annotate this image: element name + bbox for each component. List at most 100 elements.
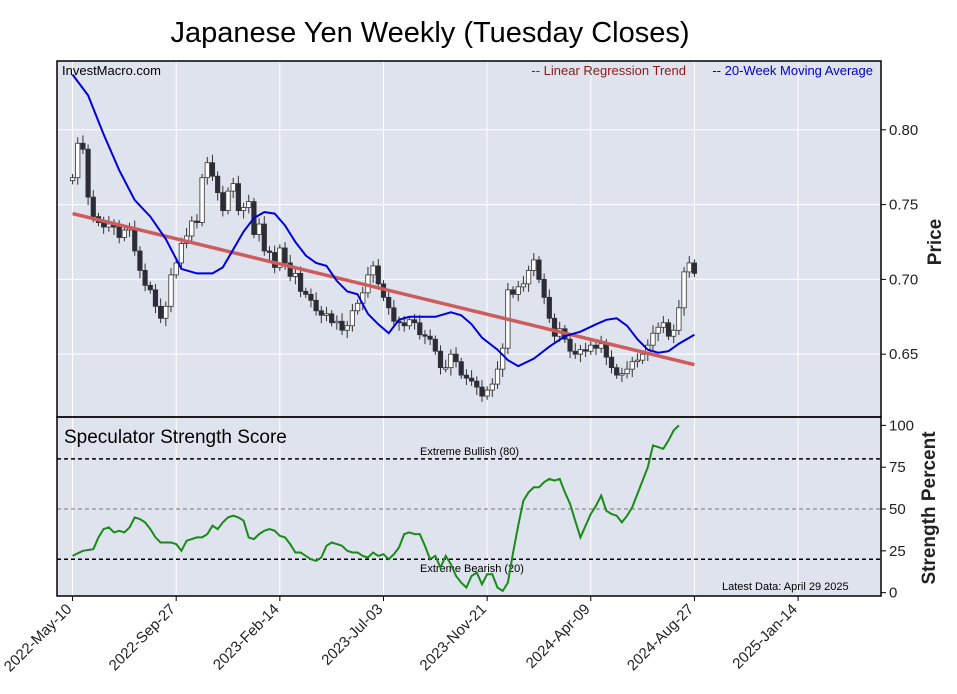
candle-body: [598, 343, 604, 349]
candle-body: [158, 305, 164, 319]
candle-body: [90, 196, 96, 217]
candle-body: [681, 271, 687, 309]
candle-body: [272, 252, 278, 268]
candle-body: [168, 274, 174, 307]
candle-body: [220, 192, 226, 211]
strength-tick-label: 0: [889, 585, 897, 602]
candle-body: [246, 201, 252, 208]
x-tick-label: 2022-May-10: [1, 601, 76, 676]
reference-line-label: Extreme Bearish (20): [420, 563, 524, 575]
candle-body: [116, 226, 122, 238]
candle-body: [318, 310, 324, 316]
price-tick-label: 0.80: [889, 122, 918, 139]
candle-body: [266, 250, 273, 253]
candle-body: [614, 367, 620, 376]
candle-body: [427, 335, 433, 340]
candle-body: [297, 273, 304, 292]
x-tick-label: 2024-Apr-09: [523, 601, 594, 672]
candle-body: [323, 313, 330, 316]
candle-body: [541, 278, 547, 298]
candle-body: [536, 259, 542, 280]
candle-body: [173, 262, 179, 276]
horizontal-gridlines: [57, 129, 881, 355]
candle-body: [349, 310, 355, 327]
candle-body: [655, 326, 661, 334]
x-tick-label: 2025-Jan-14: [729, 601, 801, 673]
reference-line-label: Extreme Bullish (80): [420, 446, 519, 458]
candle-body: [624, 368, 630, 375]
candle-body: [334, 320, 340, 324]
candle-body: [671, 329, 677, 337]
candle-body: [629, 361, 635, 370]
candle-body: [147, 284, 153, 291]
candle-body: [479, 386, 485, 397]
x-tick-label: 2023-Nov-21: [417, 601, 490, 674]
x-tick-label: 2022-Sep-27: [106, 601, 179, 674]
candle-body: [583, 349, 589, 352]
candle-body: [572, 350, 578, 355]
candle-body: [287, 262, 293, 277]
candle-body: [240, 207, 247, 211]
strength-tick-labels: 100 75 50 25 0: [881, 417, 914, 602]
candle-body: [235, 183, 241, 211]
candle-body: [422, 334, 428, 337]
candle-body: [453, 353, 459, 363]
candle-body: [163, 305, 169, 319]
candle-body: [489, 383, 495, 391]
candle-body: [230, 183, 236, 192]
candle-body: [577, 349, 584, 355]
price-tick-label: 0.70: [889, 271, 918, 288]
candle-body: [391, 307, 397, 322]
candle-body: [152, 289, 159, 307]
x-tick-label: 2023-Feb-14: [210, 601, 283, 674]
candle-body: [80, 142, 86, 150]
candle-body: [142, 270, 148, 286]
candle-body: [593, 344, 599, 349]
candle-body: [375, 265, 381, 285]
candle-body: [344, 325, 350, 331]
candle-body: [303, 290, 309, 295]
candle-body: [417, 322, 423, 336]
latest-data-note: Latest Data: April 29 2025: [722, 581, 849, 593]
candle-body: [189, 220, 195, 237]
strength-tick-label: 50: [889, 501, 906, 518]
candle-body: [665, 322, 672, 337]
strength-tick-label: 25: [889, 543, 906, 560]
candle-body: [199, 177, 205, 223]
candle-body: [567, 338, 573, 352]
strength-tick-label: 75: [889, 459, 906, 476]
price-axis-label: Price: [925, 219, 946, 265]
candle-body: [603, 343, 609, 358]
candle-body: [531, 259, 537, 271]
candle-body: [75, 142, 81, 179]
strength-axis-label: Strength Percent: [919, 431, 940, 585]
candle-body: [634, 359, 641, 363]
candle-body: [676, 307, 682, 331]
price-tick-label: 0.65: [889, 346, 918, 363]
price-tick-labels: 0.80 0.75 0.70 0.65: [881, 122, 918, 363]
source-label: InvestMacro.com: [62, 63, 161, 78]
candle-body: [468, 377, 475, 382]
candle-body: [510, 289, 516, 295]
candle-body: [204, 162, 210, 179]
candle-body: [329, 313, 335, 324]
candle-body: [463, 374, 470, 379]
candle-body: [308, 293, 314, 301]
candle-body: [691, 262, 698, 274]
candle-body: [619, 373, 625, 376]
candle-body: [132, 228, 138, 252]
candle-body: [640, 353, 646, 361]
candle-body: [406, 319, 413, 327]
candle-body: [432, 338, 438, 352]
candle-body: [608, 356, 615, 369]
candle-body: [525, 270, 532, 285]
candle-body: [215, 175, 221, 194]
candle-body: [370, 265, 376, 276]
candle-body: [411, 319, 418, 324]
candle-body: [551, 317, 558, 337]
x-tick-label: 2024-Aug-27: [624, 601, 697, 674]
candle-body: [225, 190, 231, 211]
candle-body: [443, 367, 449, 370]
candle-body: [209, 162, 216, 177]
candle-body: [401, 322, 407, 327]
